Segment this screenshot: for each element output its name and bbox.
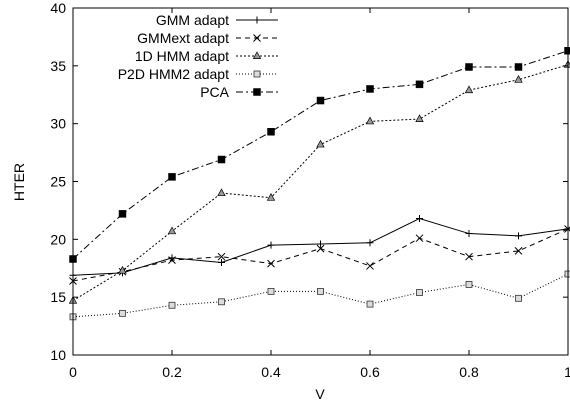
series-layer xyxy=(68,47,570,321)
data-point-pca xyxy=(168,173,176,181)
series-line-p2d-hmm2-adapt xyxy=(72,273,569,318)
data-point-1d-hmm-adapt xyxy=(266,192,276,201)
data-point-p2d-hmm2-adapt xyxy=(515,294,522,302)
data-point-1d-hmm-adapt xyxy=(316,139,325,148)
data-point-p2d-hmm2-adapt xyxy=(218,298,225,306)
legend-label-p2d-hmm2-adapt: P2D HMM2 adapt xyxy=(118,66,229,82)
series-p2d-hmm2-adapt xyxy=(69,270,570,321)
y-tick-label: 10 xyxy=(50,347,66,363)
data-point-gmmext-adapt xyxy=(415,234,424,243)
data-point-p2d-hmm2-adapt xyxy=(366,300,374,308)
data-point-gmm-adapt xyxy=(218,258,225,266)
data-point-gmmext-adapt xyxy=(514,247,523,255)
data-point-gmm-adapt xyxy=(515,232,522,240)
data-point-pca xyxy=(366,85,374,93)
data-point-gmm-adapt xyxy=(267,241,275,249)
data-point-gmm-adapt xyxy=(317,240,324,248)
data-point-gmm-adapt xyxy=(416,215,423,223)
legend-label-gmm-adapt: GMM adapt xyxy=(156,12,229,28)
data-point-gmm-adapt xyxy=(366,239,374,247)
x-tick-label: 0.4 xyxy=(261,364,281,380)
y-tick-label: 15 xyxy=(50,289,66,305)
data-point-1d-hmm-adapt xyxy=(514,74,523,83)
legend-label-1d-hmm-adapt: 1D HMM adapt xyxy=(135,48,229,64)
y-tick-label: 30 xyxy=(50,116,66,132)
y-tick-label: 20 xyxy=(50,231,66,247)
x-tick-label: 0.2 xyxy=(162,364,182,380)
legend-marker-pca xyxy=(253,88,261,96)
data-point-pca xyxy=(465,63,473,71)
legend-marker-1d-hmm-adapt xyxy=(252,51,262,59)
y-tick-label: 25 xyxy=(50,174,66,190)
y-tick-label: 35 xyxy=(50,58,66,74)
x-tick-label: 0.6 xyxy=(360,364,380,380)
legend-marker-gmmext-adapt xyxy=(253,34,261,42)
data-point-p2d-hmm2-adapt xyxy=(465,281,473,288)
series-line-pca xyxy=(72,50,569,260)
legend-marker-gmm-adapt xyxy=(253,16,261,24)
x-tick-label: 1 xyxy=(564,364,570,380)
data-point-1d-hmm-adapt xyxy=(415,114,424,122)
data-point-p2d-hmm2-adapt xyxy=(416,289,423,296)
data-point-gmm-adapt xyxy=(465,230,473,238)
axis-ticks: 0 0.2 0.4 0.6 0.8 1 10 15 20 25 30 35 40 xyxy=(50,0,570,380)
data-point-gmmext-adapt xyxy=(217,252,226,261)
data-point-pca xyxy=(316,96,325,105)
y-tick-label: 40 xyxy=(50,0,66,16)
legend-label-gmmext-adapt: GMMext adapt xyxy=(137,30,229,46)
legend: GMM adapt GMMext adapt 1D HMM adapt P2D HMM… xyxy=(118,12,278,100)
data-point-pca xyxy=(564,47,570,55)
data-point-p2d-hmm2-adapt xyxy=(317,287,324,295)
data-point-1d-hmm-adapt xyxy=(167,226,177,235)
x-tick-label: 0 xyxy=(69,364,77,380)
data-point-1d-hmm-adapt xyxy=(217,188,226,197)
data-point-gmmext-adapt xyxy=(267,259,275,268)
data-point-1d-hmm-adapt xyxy=(365,116,375,125)
data-point-pca xyxy=(217,155,226,164)
data-point-pca xyxy=(118,210,127,218)
data-point-p2d-hmm2-adapt xyxy=(267,287,275,295)
data-point-p2d-hmm2-adapt xyxy=(119,309,126,317)
data-point-gmmext-adapt xyxy=(316,244,325,253)
data-point-pca xyxy=(514,63,523,71)
data-point-1d-hmm-adapt xyxy=(464,85,474,94)
data-point-pca xyxy=(267,128,275,136)
data-point-gmmext-adapt xyxy=(366,262,374,270)
series-gmm-adapt xyxy=(69,215,570,279)
legend-marker-p2d-hmm2-adapt xyxy=(253,70,261,78)
data-point-pca xyxy=(415,80,424,89)
data-point-gmmext-adapt xyxy=(465,252,473,261)
data-point-1d-hmm-adapt xyxy=(118,265,127,274)
series-line-gmmext-adapt xyxy=(72,228,569,282)
data-point-gmmext-adapt xyxy=(168,256,176,265)
x-tick-label: 0.8 xyxy=(459,364,479,380)
x-axis-label: V xyxy=(315,386,325,402)
y-axis-label: HTER xyxy=(11,163,27,201)
data-point-p2d-hmm2-adapt xyxy=(168,301,176,309)
legend-label-pca: PCA xyxy=(200,84,229,100)
series-line-1d-hmm-adapt xyxy=(72,64,569,302)
